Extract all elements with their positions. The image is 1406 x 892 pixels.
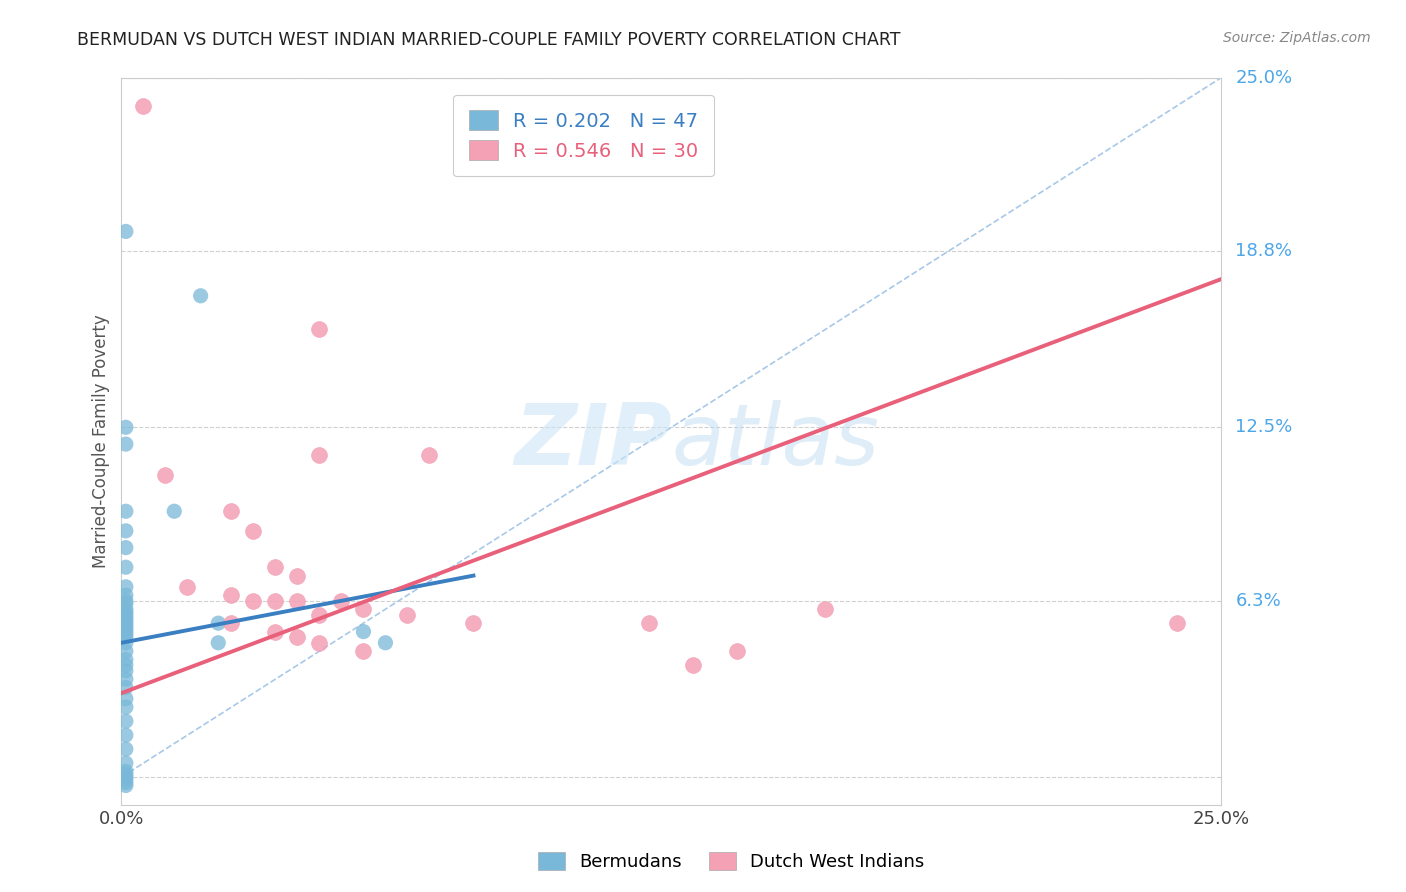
Point: [115, 607, 138, 622]
Point: [115, 627, 138, 641]
Point: [163, 504, 186, 518]
Point: [115, 610, 138, 624]
Point: [115, 624, 138, 639]
Point: [115, 524, 138, 538]
Point: [287, 594, 309, 608]
Point: [115, 560, 138, 574]
Point: [115, 691, 138, 706]
Point: [264, 594, 287, 608]
Point: [330, 594, 353, 608]
Point: [814, 602, 837, 616]
Point: [115, 764, 138, 779]
Point: [115, 541, 138, 555]
Text: 25.0%: 25.0%: [1236, 69, 1292, 87]
Point: [308, 636, 330, 650]
Point: [352, 602, 374, 616]
Point: [115, 658, 138, 673]
Point: [115, 605, 138, 619]
Point: [463, 154, 485, 169]
Point: [115, 664, 138, 678]
Point: [115, 742, 138, 756]
Point: [115, 767, 138, 781]
Point: [176, 580, 198, 594]
Point: [115, 616, 138, 631]
Point: [725, 644, 748, 658]
Point: [287, 568, 309, 582]
Point: [115, 622, 138, 636]
Point: [115, 714, 138, 728]
Point: [352, 624, 374, 639]
Text: Source: ZipAtlas.com: Source: ZipAtlas.com: [1223, 31, 1371, 45]
Point: [115, 602, 138, 616]
Point: [1166, 616, 1188, 631]
Point: [682, 658, 704, 673]
Point: [115, 580, 138, 594]
Point: [374, 636, 396, 650]
Point: [207, 636, 229, 650]
Point: [115, 437, 138, 451]
Point: [115, 775, 138, 789]
Point: [115, 772, 138, 787]
Point: [396, 607, 419, 622]
Text: 18.8%: 18.8%: [1236, 242, 1292, 260]
Point: [207, 616, 229, 631]
Point: [287, 630, 309, 644]
Point: [115, 594, 138, 608]
Text: 12.5%: 12.5%: [1236, 418, 1292, 436]
Point: [242, 594, 264, 608]
Text: 6.3%: 6.3%: [1236, 591, 1281, 610]
Point: [115, 652, 138, 666]
Point: [115, 770, 138, 784]
Point: [418, 448, 440, 462]
Point: [463, 616, 485, 631]
Point: [115, 636, 138, 650]
Point: [221, 588, 243, 602]
Text: BERMUDAN VS DUTCH WEST INDIAN MARRIED-COUPLE FAMILY POVERTY CORRELATION CHART: BERMUDAN VS DUTCH WEST INDIAN MARRIED-CO…: [77, 31, 901, 49]
Point: [190, 289, 212, 303]
Point: [115, 644, 138, 658]
Point: [115, 700, 138, 714]
Y-axis label: Married-Couple Family Poverty: Married-Couple Family Poverty: [93, 314, 110, 568]
Point: [115, 504, 138, 518]
Point: [308, 448, 330, 462]
Point: [352, 644, 374, 658]
Point: [132, 98, 155, 112]
Point: [221, 616, 243, 631]
Point: [115, 588, 138, 602]
Point: [115, 779, 138, 793]
Point: [308, 322, 330, 336]
Point: [264, 560, 287, 574]
Legend: R = 0.202   N = 47, R = 0.546   N = 30: R = 0.202 N = 47, R = 0.546 N = 30: [453, 95, 714, 177]
Point: [115, 614, 138, 628]
Point: [115, 619, 138, 633]
Point: [115, 681, 138, 695]
Point: [115, 224, 138, 238]
Point: [308, 607, 330, 622]
Point: [264, 624, 287, 639]
Point: [115, 420, 138, 434]
Point: [242, 524, 264, 538]
Text: atlas: atlas: [672, 400, 879, 483]
Point: [115, 630, 138, 644]
Point: [115, 756, 138, 770]
Point: [155, 467, 177, 482]
Point: [115, 728, 138, 742]
Point: [115, 597, 138, 611]
Legend: Bermudans, Dutch West Indians: Bermudans, Dutch West Indians: [530, 845, 932, 879]
Point: [115, 672, 138, 686]
Point: [221, 504, 243, 518]
Point: [638, 616, 661, 631]
Text: ZIP: ZIP: [513, 400, 672, 483]
